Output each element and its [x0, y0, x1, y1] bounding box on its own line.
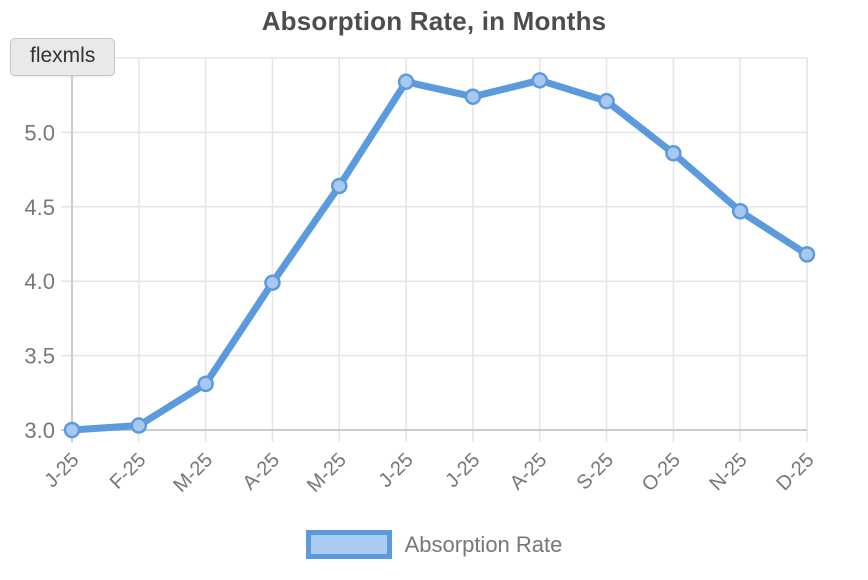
x-tick-label: O-25	[638, 449, 685, 496]
x-tick-label: N-25	[706, 449, 752, 495]
y-tick-label: 4.0	[24, 269, 55, 294]
legend-swatch	[305, 530, 392, 559]
data-point[interactable]	[130, 417, 148, 434]
data-point[interactable]	[264, 274, 281, 291]
x-tick-label: A-25	[239, 449, 284, 494]
x-tick-label: J-25	[40, 449, 83, 492]
flexmls-logo-badge: flexmls	[10, 38, 116, 76]
flexmls-logo-label: flexmls	[30, 44, 96, 67]
data-point[interactable]	[464, 88, 482, 105]
data-point[interactable]	[531, 72, 548, 89]
x-tick-label: M-25	[303, 449, 351, 497]
legend-label: Absorption Rate	[404, 532, 563, 557]
chart-title: Absorption Rate, in Months	[261, 6, 607, 36]
data-point[interactable]	[63, 421, 81, 439]
x-tick-label: J-25	[375, 449, 418, 492]
data-point[interactable]	[197, 375, 214, 393]
data-point[interactable]	[598, 92, 615, 110]
chart-legend[interactable]: Absorption Rate	[0, 530, 868, 559]
data-point[interactable]	[665, 144, 682, 162]
x-tick-label: S-25	[573, 449, 618, 494]
x-tick-label: F-25	[106, 449, 151, 494]
y-tick-label: 3.5	[24, 344, 55, 369]
data-point[interactable]	[731, 203, 749, 220]
y-tick-label: 3.0	[24, 418, 55, 443]
data-point[interactable]	[798, 246, 816, 263]
y-tick-label: 4.5	[24, 195, 55, 220]
data-point[interactable]	[331, 177, 348, 195]
x-tick-label: J-25	[441, 449, 484, 492]
series-line-absorption-rate	[68, 76, 811, 434]
data-point[interactable]	[397, 73, 415, 91]
y-tick-label: 5.0	[24, 120, 55, 145]
x-tick-label: A-25	[506, 449, 551, 494]
x-tick-label: M-25	[169, 449, 217, 497]
x-tick-label: D-25	[772, 449, 818, 495]
